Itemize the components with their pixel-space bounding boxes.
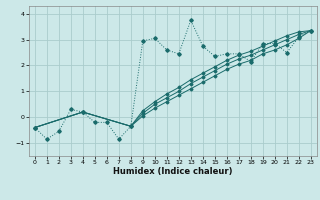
X-axis label: Humidex (Indice chaleur): Humidex (Indice chaleur): [113, 167, 233, 176]
